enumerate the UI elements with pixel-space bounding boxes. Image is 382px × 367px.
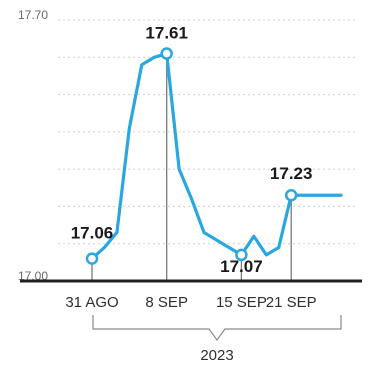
x-tick-label-2: 15 SEP xyxy=(216,294,267,311)
highlight-point-2 xyxy=(235,248,248,262)
x-tick-label-0: 31 AGO xyxy=(65,294,118,311)
x-group-label: 2023 xyxy=(200,347,233,364)
y-tick-label-0: 17.70 xyxy=(18,8,48,22)
data-label-1: 17.61 xyxy=(145,24,188,43)
x-tick-label-3: 21 SEP xyxy=(266,294,317,311)
data-label-2: 17.07 xyxy=(220,257,263,276)
year-bracket xyxy=(92,315,342,342)
exchange-rate-line xyxy=(90,51,343,261)
data-label-3: 17.23 xyxy=(270,164,313,183)
highlight-point-0 xyxy=(85,252,99,265)
highlight-point-1 xyxy=(160,47,173,60)
highlight-point-3 xyxy=(284,188,298,202)
data-label-0: 17.06 xyxy=(71,224,114,243)
x-tick-label-1: 8 SEP xyxy=(145,294,188,311)
